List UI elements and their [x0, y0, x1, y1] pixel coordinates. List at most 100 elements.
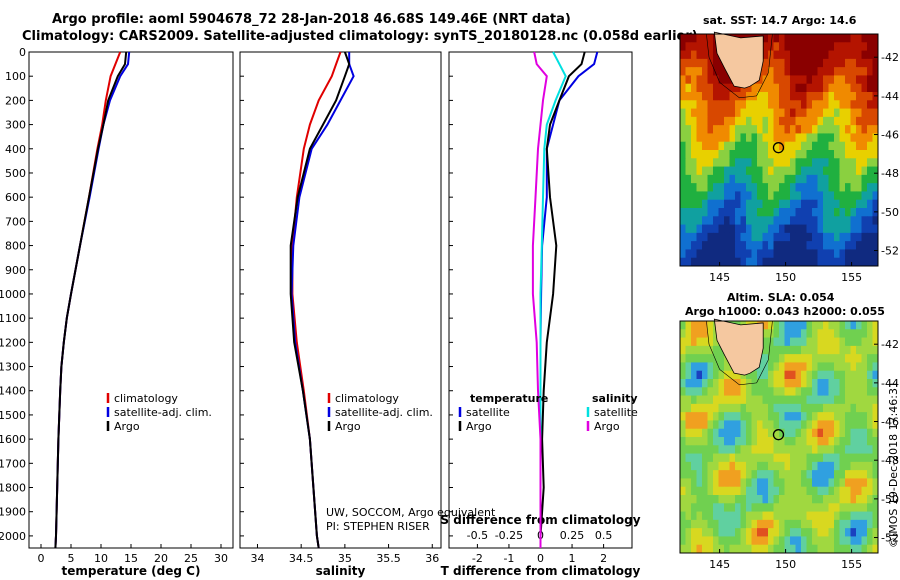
difference-legend-t-argo: Argo: [466, 420, 492, 433]
sla-map-lat-tick-label: -46: [881, 416, 899, 429]
temperature-climatology-line: [54, 51, 122, 549]
difference-tick-label: -1: [503, 552, 514, 565]
salinity-tick-label: 35: [338, 552, 352, 565]
salinity-axis-label: salinity: [316, 564, 366, 578]
temperature-legend-argo: Argo: [114, 420, 140, 433]
temperature-tick-label: 0: [38, 552, 45, 565]
difference-legend-s-argo: Argo: [594, 420, 620, 433]
temperature-tick-label: 15: [124, 552, 138, 565]
depth-tick-label: 100: [5, 70, 26, 83]
title-line-1: Argo profile: aoml 5904678_72 28-Jan-201…: [52, 12, 571, 27]
temperature-argo-line: [54, 51, 128, 549]
temperature-satellite-line: [54, 51, 131, 549]
sst-map-lat-tick-label: -52: [881, 245, 899, 258]
program-note: UW, SOCCOM, Argo equivalent: [326, 506, 496, 519]
depth-tick-label: 1500: [0, 409, 26, 422]
salinity-legend-satellite: satellite-adj. clim.: [335, 406, 433, 419]
sla-map-subtitle: Argo h1000: 0.043 h2000: 0.055: [685, 305, 885, 318]
temperature-tick-label: 5: [68, 552, 75, 565]
difference-legend-salinity-heading: salinity: [592, 392, 638, 405]
sst-map-tasmania: [713, 31, 764, 89]
salinity-difference-tick-label: 0.25: [560, 529, 585, 542]
difference-tick-label: -2: [472, 552, 483, 565]
salinity-tick-label: 34: [250, 552, 264, 565]
temperature-tick-label: 25: [184, 552, 198, 565]
salinity-legend-climatology: climatology: [335, 392, 399, 405]
salinity-difference-tick-label: -0.5: [467, 529, 488, 542]
depth-tick-label: 200: [5, 94, 26, 107]
difference-tick-label: 0: [537, 552, 544, 565]
sla-map-lat-tick-label: -42: [881, 338, 899, 351]
difference-legend-s-satellite: satellite: [594, 406, 638, 419]
sst-map-lon-tick-label: 155: [841, 271, 862, 284]
sst-map-lat-tick-label: -48: [881, 167, 899, 180]
sst-map-lat-tick-label: -46: [881, 129, 899, 142]
depth-tick-label: 1400: [0, 385, 26, 398]
depth-tick-label: 1100: [0, 312, 26, 325]
sla-map-lon-tick-label: 145: [709, 558, 730, 571]
difference-tick-label: 2: [600, 552, 607, 565]
difference-legend-t-satellite: satellite: [466, 406, 510, 419]
sla-map-lat-tick-label: -52: [881, 532, 899, 545]
depth-tick-label: 800: [5, 240, 26, 253]
temperature-tick-label: 10: [94, 552, 108, 565]
sst-map: [679, 31, 879, 267]
sla-map-lat-tick-label: -44: [881, 377, 899, 390]
salinity-argo-line: [289, 51, 351, 549]
difference-legend-temperature-heading: temperature: [470, 392, 548, 405]
depth-tick-label: 1600: [0, 433, 26, 446]
depth-tick-label: 2000: [0, 530, 26, 543]
pi-note: PI: STEPHEN RISER: [326, 520, 430, 533]
sst-map-frame: [679, 33, 879, 267]
sla-map-title: Altim. SLA: 0.054: [727, 291, 835, 304]
sla-map-lat-tick-label: -48: [881, 454, 899, 467]
depth-tick-label: 1300: [0, 361, 26, 374]
salinity-tick-label: 36: [425, 552, 439, 565]
title-line-2: Climatology: CARS2009. Satellite-adjuste…: [22, 29, 698, 44]
temperature-legend-climatology: climatology: [114, 392, 178, 405]
depth-tick-label: 1200: [0, 336, 26, 349]
depth-tick-label: 1900: [0, 506, 26, 519]
depth-tick-label: 1700: [0, 457, 26, 470]
sla-map-bathymetry-contour: [706, 320, 773, 386]
temperature-plot-frame: [28, 51, 234, 549]
difference-s-argo-line: [531, 51, 548, 548]
salinity-legend-argo: Argo: [335, 420, 361, 433]
sst-map-lat-tick-label: -44: [881, 90, 899, 103]
salinity-tick-label: 34.5: [289, 552, 314, 565]
sst-map-lon-tick-label: 145: [709, 271, 730, 284]
sst-map-bathymetry-contour: [706, 33, 773, 99]
sla-map: [679, 318, 879, 554]
sla-map-lon-tick-label: 150: [775, 558, 796, 571]
depth-tick-label: 300: [5, 119, 26, 132]
sla-map-tasmania: [713, 318, 764, 376]
sst-map-lat-tick-label: -42: [881, 51, 899, 64]
imos-stamp: ©IMOS 19-Dec-2018 17:46:31: [887, 381, 900, 548]
temperature-tick-label: 30: [214, 552, 228, 565]
salinity-tick-label: 35.5: [376, 552, 401, 565]
depth-tick-label: 0: [19, 46, 26, 59]
depth-tick-label: 700: [5, 215, 26, 228]
depth-tick-label: 1000: [0, 288, 26, 301]
sla-map-lon-tick-label: 155: [841, 558, 862, 571]
salinity-difference-tick-label: -0.25: [495, 529, 523, 542]
difference-tick-label: 1: [569, 552, 576, 565]
depth-tick-label: 400: [5, 143, 26, 156]
sst-map-lon-tick-label: 150: [775, 271, 796, 284]
difference-t-argo-line: [539, 51, 586, 548]
salinity-climatology-line: [291, 51, 342, 549]
depth-tick-label: 1800: [0, 482, 26, 495]
salinity-difference-tick-label: 0.5: [595, 529, 613, 542]
temperature-legend-satellite: satellite-adj. clim.: [114, 406, 212, 419]
sst-map-title: sat. SST: 14.7 Argo: 14.6: [703, 14, 857, 27]
temperature-tick-label: 20: [154, 552, 168, 565]
depth-tick-label: 600: [5, 191, 26, 204]
salinity-plot-frame: [239, 51, 442, 549]
difference-axis-label: T difference from climatology: [441, 564, 641, 578]
sla-map-lat-tick-label: -50: [881, 493, 899, 506]
sst-map-argo-position-marker: [772, 142, 785, 154]
sla-map-frame: [679, 320, 879, 554]
sst-map-lat-tick-label: -50: [881, 206, 899, 219]
depth-tick-label: 500: [5, 167, 26, 180]
